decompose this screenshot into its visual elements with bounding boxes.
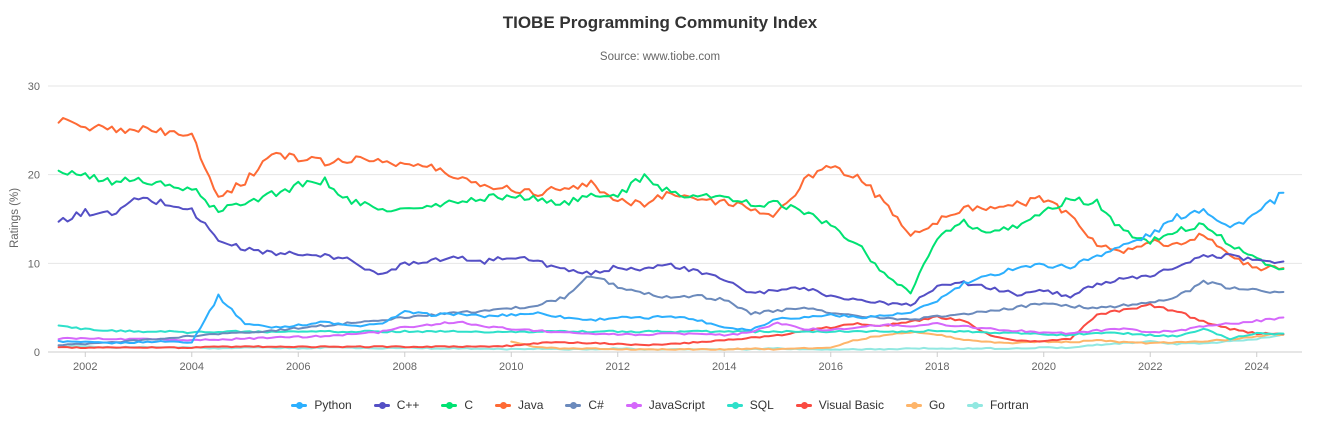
y-tick-label-0: 0	[34, 347, 40, 359]
x-tick-label-2004: 2004	[180, 361, 204, 373]
y-tick-label-10: 10	[28, 258, 40, 270]
legend-marker-visual-basic	[795, 401, 812, 409]
legend-label-visual-basic: Visual Basic	[818, 398, 884, 412]
legend-label-c: C++	[396, 398, 420, 412]
legend-item-fortran[interactable]: Fortran	[966, 398, 1029, 412]
legend-item-go[interactable]: Go	[905, 398, 945, 412]
series-line-javascript	[57, 316, 1285, 342]
series-line-c	[57, 275, 1285, 347]
legend-item-java[interactable]: Java	[495, 398, 543, 412]
x-tick-label-2006: 2006	[286, 361, 310, 373]
legend-label-c: C	[464, 398, 474, 412]
chart-legend: Python C++ C Java C# JavaScript SQL Visual Basi…	[0, 398, 1320, 412]
y-tick-label-20: 20	[28, 170, 40, 182]
legend-label-fortran: Fortran	[989, 398, 1029, 412]
legend-marker-c	[441, 401, 458, 409]
x-tick-label-2020: 2020	[1032, 361, 1056, 373]
x-tick-label-2018: 2018	[925, 361, 949, 373]
chart-subtitle: Source: www.tiobe.com	[599, 51, 721, 63]
legend-item-python[interactable]: Python	[291, 398, 352, 412]
legend-item-javascript[interactable]: JavaScript	[625, 398, 705, 412]
legend-marker-sql	[726, 401, 743, 409]
series-line-c	[57, 196, 1285, 307]
x-tick-label-2014: 2014	[712, 361, 736, 373]
legend-item-sql[interactable]: SQL	[726, 398, 774, 412]
legend-label-python: Python	[314, 398, 352, 412]
series-line-python	[57, 191, 1285, 345]
legend-marker-fortran	[966, 401, 983, 409]
legend-item-visual-basic[interactable]: Visual Basic	[795, 398, 884, 412]
legend-marker-javascript	[625, 401, 642, 409]
x-tick-label-2008: 2008	[393, 361, 417, 373]
legend-label-go: Go	[928, 398, 945, 412]
legend-marker-go	[905, 401, 922, 409]
x-tick-label-2016: 2016	[819, 361, 843, 373]
legend-label-javascript: JavaScript	[648, 398, 705, 412]
x-tick-label-2010: 2010	[499, 361, 523, 373]
legend-marker-c	[373, 401, 390, 409]
legend-marker-c	[565, 401, 582, 409]
legend-label-java: Java	[518, 398, 544, 412]
legend-marker-python	[291, 401, 308, 409]
legend-label-sql: SQL	[749, 398, 774, 412]
legend-item-c[interactable]: C#	[565, 398, 604, 412]
x-tick-label-2002: 2002	[73, 361, 97, 373]
series-line-visual-basic	[57, 302, 1285, 350]
chart-title: TIOBE Programming Community Index	[502, 13, 818, 32]
legend-item-c[interactable]: C	[441, 398, 473, 412]
x-tick-label-2022: 2022	[1138, 361, 1162, 373]
y-tick-label-30: 30	[28, 81, 40, 93]
series-line-java	[57, 117, 1285, 272]
x-tick-label-2012: 2012	[606, 361, 630, 373]
legend-marker-java	[495, 401, 512, 409]
series-line-c	[57, 169, 1285, 295]
x-tick-label-2024: 2024	[1244, 361, 1268, 373]
legend-item-c[interactable]: C++	[373, 398, 420, 412]
legend-label-c: C#	[588, 398, 604, 412]
